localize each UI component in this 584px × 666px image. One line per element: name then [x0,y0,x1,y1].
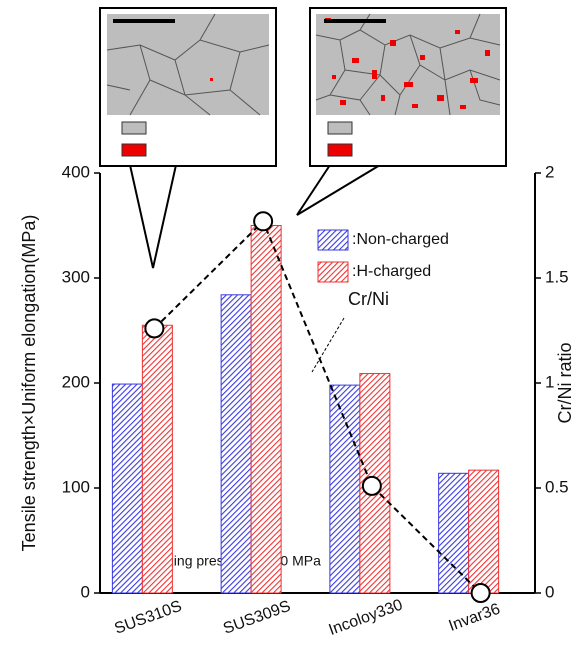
y2-tick-label: 1.5 [545,267,569,286]
callout [130,165,176,268]
legend-swatch [122,144,146,156]
x-tick-label: SUS309S [221,598,293,638]
x-tick-label: Incoloy330 [327,596,406,638]
marker [254,212,272,230]
legend-label: :Non-charged [352,231,449,248]
bar [142,325,172,593]
y2-tick-label: 0.5 [545,477,569,496]
marker [472,584,490,602]
legend-swatch [318,230,348,250]
y2-tick-label: 1 [545,372,554,391]
bar [112,384,142,593]
marker [145,319,163,337]
y2-tick-label: 2 [545,162,554,181]
inset [100,8,276,268]
x-tick-label: Invar36 [447,601,503,635]
leader-line [312,318,344,372]
chart: Tensile strength×Uniform elongation(MPa)… [0,0,584,666]
ferrite-spot [210,78,213,81]
legend-swatch [318,262,348,282]
y-axis-label: Tensile strength×Uniform elongation(MPa) [19,215,39,552]
y-tick-label: 200 [62,372,90,391]
bar [330,385,360,593]
y-tick-label: 0 [81,582,90,601]
inset [297,8,506,215]
bar [251,226,281,594]
scale-bar [324,19,386,23]
legend-swatch [328,144,352,156]
legend-swatch [122,122,146,134]
y-tick-label: 100 [62,477,90,496]
y-tick-label: 300 [62,267,90,286]
y2-tick-label: 0 [545,582,554,601]
scale-bar [113,19,175,23]
callout [297,165,380,215]
legend-label: :H-charged [352,263,431,280]
y-tick-label: 400 [62,162,90,181]
x-tick-label: SUS310S [112,598,184,638]
bar [469,470,499,593]
bar [221,295,251,593]
marker [363,477,381,495]
legend-swatch [328,122,352,134]
y2-axis-label: Cr/Ni ratio [555,342,575,423]
bar [439,473,469,593]
micrograph [107,14,269,115]
line-label: Cr/Ni [348,289,389,309]
